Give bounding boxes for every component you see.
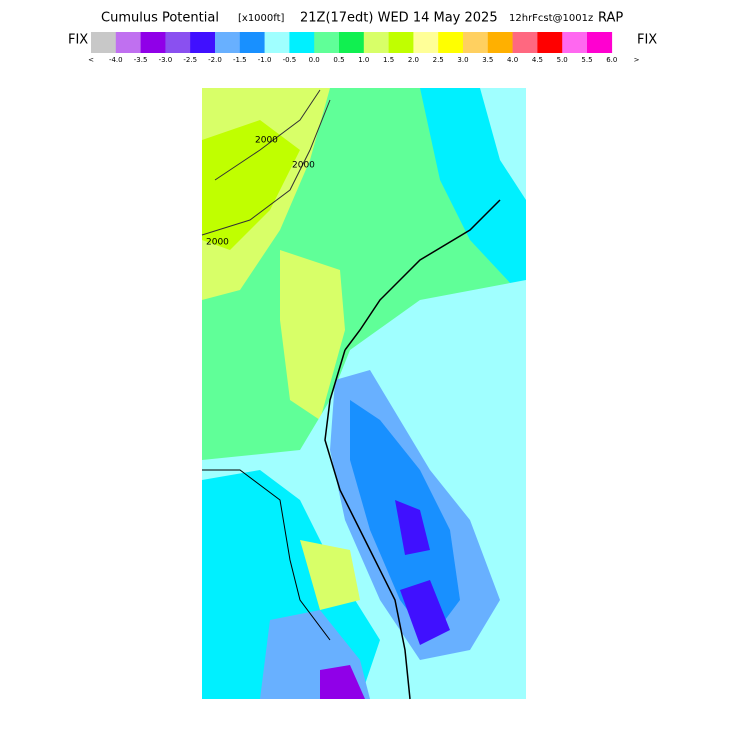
color-label: 5.0: [557, 56, 568, 64]
color-swatch: [91, 32, 117, 53]
color-swatch: [314, 32, 340, 53]
color-swatch: [537, 32, 563, 53]
map: 2000 2000 2000: [201, 88, 526, 700]
title: Cumulus Potential: [101, 11, 219, 26]
color-swatch: [190, 32, 216, 53]
color-label: <: [88, 56, 94, 64]
color-swatch: [363, 32, 389, 53]
contour-label: 2000: [206, 238, 229, 248]
color-label: -3.0: [159, 56, 173, 64]
color-swatch: [239, 32, 265, 53]
color-label: 4.5: [532, 56, 543, 64]
color-label: 2.5: [433, 56, 444, 64]
color-label: 5.5: [581, 56, 592, 64]
color-swatch: [215, 32, 241, 53]
color-swatch: [438, 32, 464, 53]
fix-left: FIX: [68, 33, 88, 48]
color-swatch: [562, 32, 588, 53]
header: Cumulus Potential [x1000ft] 21Z(17edt) W…: [101, 11, 623, 26]
color-swatch: [140, 32, 166, 53]
color-label-end: >: [634, 56, 640, 64]
color-label: -2.0: [208, 56, 222, 64]
color-swatch: [463, 32, 489, 53]
color-label: -0.5: [283, 56, 297, 64]
units: [x1000ft]: [238, 13, 285, 24]
color-label: 2.0: [408, 56, 419, 64]
color-swatch: [115, 32, 141, 53]
fix-right: FIX: [637, 33, 657, 48]
color-label: 1.5: [383, 56, 394, 64]
color-label: 0.0: [309, 56, 320, 64]
color-bar: < -4.0 -3.5 -3.0 -2.5 -2.0 -1.5 -1.0 -0.5 0.0 0.5 1…: [88, 32, 640, 64]
valid-time: 21Z(17edt) WED 14 May 2025: [300, 11, 498, 26]
contour-label: 2000: [255, 136, 278, 146]
color-label: 1.0: [358, 56, 369, 64]
color-label: -2.5: [183, 56, 197, 64]
contour-label: 2000: [292, 161, 315, 171]
color-swatch: [587, 32, 613, 53]
color-swatch: [264, 32, 290, 53]
color-swatch: [388, 32, 414, 53]
color-label: -1.5: [233, 56, 247, 64]
color-label: -3.5: [134, 56, 148, 64]
color-label: -1.0: [258, 56, 272, 64]
color-label: 0.5: [333, 56, 344, 64]
color-label: 3.0: [457, 56, 468, 64]
model: RAP: [598, 11, 623, 26]
color-label: 6.0: [606, 56, 617, 64]
color-swatch: [413, 32, 439, 53]
color-label: -4.0: [109, 56, 123, 64]
color-label: 3.5: [482, 56, 493, 64]
color-swatch: [487, 32, 513, 53]
color-swatch: [165, 32, 191, 53]
color-swatch: [289, 32, 315, 53]
color-swatch: [339, 32, 365, 53]
color-swatch: [512, 32, 538, 53]
forecast: 12hrFcst@1001z: [509, 13, 593, 24]
color-label: 4.0: [507, 56, 518, 64]
